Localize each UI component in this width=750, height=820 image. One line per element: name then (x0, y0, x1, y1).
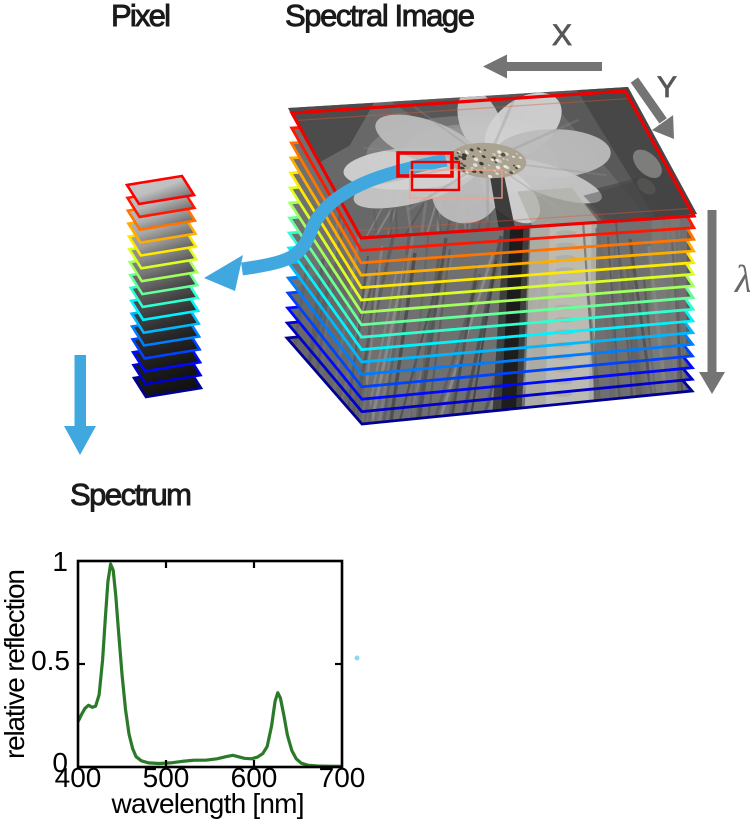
svg-text:Spectral Image: Spectral Image (285, 0, 475, 33)
svg-text:Pixel: Pixel (111, 0, 171, 33)
svg-text:400: 400 (55, 762, 102, 793)
svg-text:0: 0 (52, 747, 68, 778)
svg-text:Y: Y (657, 71, 677, 104)
svg-text:500: 500 (143, 762, 190, 793)
svg-text:1: 1 (52, 546, 68, 577)
svg-text:700: 700 (319, 762, 366, 793)
svg-text:0.5: 0.5 (31, 645, 70, 676)
svg-text:Spectrum: Spectrum (70, 477, 192, 512)
svg-text:600: 600 (231, 762, 278, 793)
svg-text:wavelength [nm]: wavelength [nm] (111, 788, 305, 819)
svg-text:relative reflection: relative reflection (0, 569, 30, 759)
svg-text:X: X (552, 19, 572, 52)
svg-text:λ: λ (734, 258, 750, 301)
